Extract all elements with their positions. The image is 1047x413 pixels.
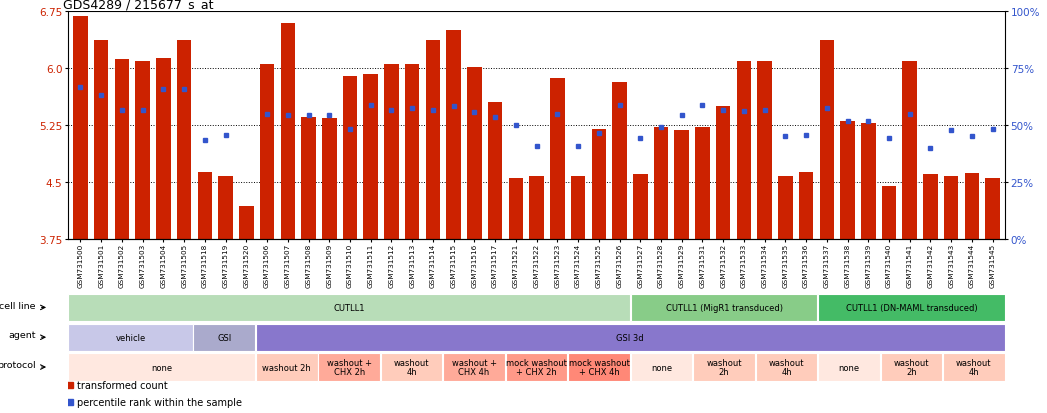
Bar bbox=[630, 354, 692, 381]
Text: none: none bbox=[651, 363, 672, 372]
Bar bbox=[506, 354, 567, 381]
Text: CUTLL1 (DN-MAML transduced): CUTLL1 (DN-MAML transduced) bbox=[846, 303, 977, 312]
Bar bbox=[115, 60, 129, 239]
Bar bbox=[68, 294, 630, 321]
Bar bbox=[923, 175, 938, 239]
Text: washout
2h: washout 2h bbox=[894, 358, 929, 377]
Text: cell line: cell line bbox=[0, 301, 36, 310]
Bar bbox=[903, 62, 917, 239]
Bar bbox=[318, 354, 380, 381]
Text: GSI 3d: GSI 3d bbox=[617, 333, 644, 342]
Bar bbox=[156, 59, 171, 239]
Text: agent: agent bbox=[8, 330, 36, 339]
Bar bbox=[384, 65, 399, 239]
Bar bbox=[135, 62, 150, 239]
Bar bbox=[239, 206, 253, 239]
Bar bbox=[882, 186, 896, 239]
Bar bbox=[716, 107, 731, 239]
Bar bbox=[255, 324, 1005, 351]
Bar bbox=[841, 122, 854, 239]
Bar bbox=[302, 118, 316, 239]
Bar bbox=[363, 75, 378, 239]
Bar bbox=[881, 354, 942, 381]
Bar bbox=[446, 31, 461, 239]
Bar bbox=[693, 354, 755, 381]
Bar bbox=[818, 354, 879, 381]
Text: washout
4h: washout 4h bbox=[956, 358, 992, 377]
Text: none: none bbox=[839, 363, 860, 372]
Text: washout
4h: washout 4h bbox=[768, 358, 804, 377]
Bar bbox=[550, 79, 564, 239]
Text: CUTLL1 (MigR1 transduced): CUTLL1 (MigR1 transduced) bbox=[666, 303, 782, 312]
Bar bbox=[488, 103, 503, 239]
Bar bbox=[778, 176, 793, 239]
Bar bbox=[633, 175, 647, 239]
Bar bbox=[757, 62, 772, 239]
Bar bbox=[964, 173, 979, 239]
Text: vehicle: vehicle bbox=[115, 333, 146, 342]
Bar bbox=[571, 176, 585, 239]
Bar bbox=[281, 24, 295, 239]
Text: transformed count: transformed count bbox=[77, 380, 169, 390]
Bar bbox=[612, 83, 627, 239]
Bar bbox=[592, 130, 606, 239]
Bar bbox=[198, 173, 213, 239]
Bar bbox=[530, 176, 543, 239]
Bar bbox=[820, 41, 834, 239]
Bar bbox=[94, 41, 109, 239]
Text: mock washout
+ CHX 4h: mock washout + CHX 4h bbox=[569, 358, 629, 377]
Text: GDS4289 / 215677_s_at: GDS4289 / 215677_s_at bbox=[64, 0, 214, 11]
Bar bbox=[219, 176, 232, 239]
Bar bbox=[467, 68, 482, 239]
Text: protocol: protocol bbox=[0, 360, 36, 369]
Bar bbox=[260, 65, 274, 239]
Bar bbox=[73, 17, 88, 239]
Bar bbox=[255, 354, 317, 381]
Bar bbox=[737, 62, 751, 239]
Text: washout
4h: washout 4h bbox=[394, 358, 429, 377]
Bar bbox=[818, 294, 1005, 321]
Bar bbox=[443, 354, 505, 381]
Bar bbox=[509, 179, 524, 239]
Text: GSI: GSI bbox=[217, 333, 231, 342]
Text: washout
2h: washout 2h bbox=[707, 358, 741, 377]
Text: washout +
CHX 2h: washout + CHX 2h bbox=[327, 358, 372, 377]
Bar bbox=[569, 354, 630, 381]
Bar bbox=[405, 64, 420, 239]
Text: washout 2h: washout 2h bbox=[263, 363, 311, 372]
Bar bbox=[799, 173, 814, 239]
Bar bbox=[630, 294, 818, 321]
Text: washout +
CHX 4h: washout + CHX 4h bbox=[451, 358, 496, 377]
Bar bbox=[322, 119, 336, 239]
Bar bbox=[426, 41, 440, 239]
Text: percentile rank within the sample: percentile rank within the sample bbox=[77, 397, 243, 407]
Text: mock washout
+ CHX 2h: mock washout + CHX 2h bbox=[506, 358, 567, 377]
Bar bbox=[653, 128, 668, 239]
Bar bbox=[194, 324, 255, 351]
Text: CUTLL1: CUTLL1 bbox=[333, 303, 365, 312]
Bar bbox=[985, 179, 1000, 239]
Bar bbox=[177, 41, 192, 239]
Bar bbox=[68, 324, 193, 351]
Bar bbox=[944, 176, 958, 239]
Bar bbox=[943, 354, 1005, 381]
Bar bbox=[695, 128, 710, 239]
Bar bbox=[342, 77, 357, 239]
Bar bbox=[68, 354, 255, 381]
Bar bbox=[381, 354, 443, 381]
Bar bbox=[861, 123, 875, 239]
Bar bbox=[756, 354, 818, 381]
Text: none: none bbox=[151, 363, 173, 372]
Bar bbox=[674, 131, 689, 239]
